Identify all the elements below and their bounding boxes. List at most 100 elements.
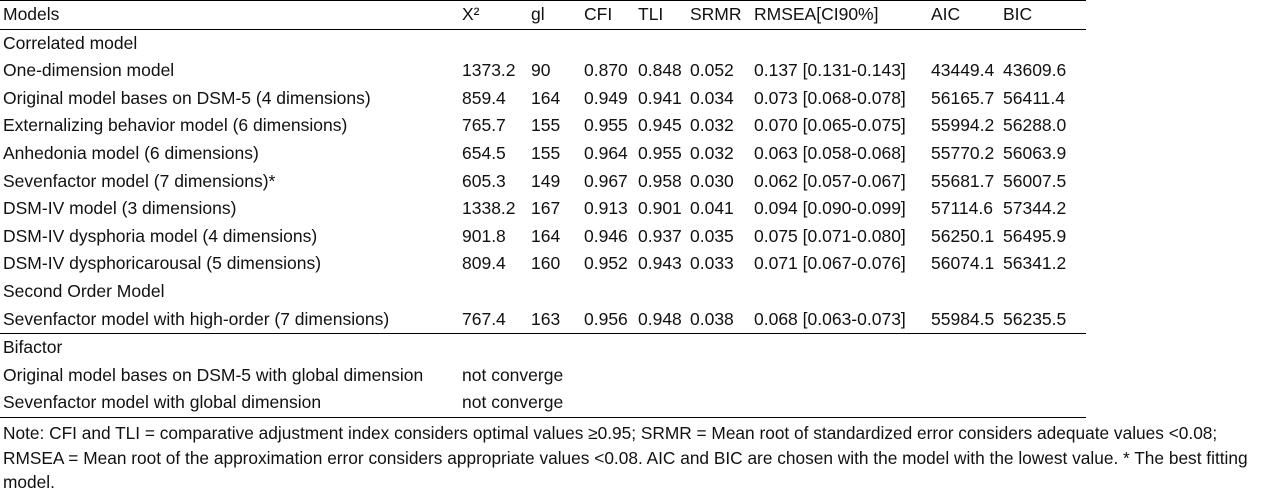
cell-aic: 55994.2 bbox=[931, 115, 995, 136]
table-row: Sevenfactor model with high-order (7 dim… bbox=[0, 306, 1086, 334]
cell-rmsea: 0.063 [0.058-0.068] bbox=[754, 142, 906, 163]
table-row: Anhedonia model (6 dimensions) 654.5 155 0.… bbox=[0, 140, 1086, 168]
cell-x2: 859.4 bbox=[462, 87, 506, 108]
cell-tli: 0.945 bbox=[638, 115, 682, 136]
cell-model: DSM-IV model (3 dimensions) bbox=[3, 198, 237, 219]
cell-srmr: 0.033 bbox=[690, 253, 734, 274]
cell-gl: 164 bbox=[531, 87, 561, 108]
cell-model: Original model bases on DSM-5 (4 dimensi… bbox=[3, 87, 371, 108]
table-row: DSM-IV model (3 dimensions) 1338.2 167 0.91… bbox=[0, 195, 1086, 223]
cell-cfi bbox=[581, 389, 635, 418]
cell-bic: 56063.9 bbox=[1003, 142, 1067, 163]
cell-cfi: 0.956 bbox=[584, 308, 628, 329]
cell-rmsea: 0.070 [0.065-0.075] bbox=[754, 115, 906, 136]
cell-x2: 901.8 bbox=[462, 225, 506, 246]
cell-x2: 605.3 bbox=[462, 170, 506, 191]
cell-cfi: 0.964 bbox=[584, 142, 628, 163]
column-header-gl: gl bbox=[528, 0, 581, 30]
cell-rmsea: 0.062 [0.057-0.067] bbox=[754, 170, 906, 191]
cell-aic: 55984.5 bbox=[931, 308, 995, 329]
table-row: Sevenfactor model with global dimension n… bbox=[0, 389, 1086, 418]
cell-srmr: 0.030 bbox=[690, 170, 734, 191]
cell-x2: 809.4 bbox=[462, 253, 506, 274]
cell-tli: 0.955 bbox=[638, 142, 682, 163]
cell-gl: 90 bbox=[531, 60, 551, 81]
cell-rmsea: 0.071 [0.067-0.076] bbox=[754, 253, 906, 274]
table-row: DSM-IV dysphoricarousal (5 dimensions) 80… bbox=[0, 250, 1086, 278]
table-row: Original model bases on DSM-5 with globa… bbox=[0, 362, 1086, 390]
group-label: Bifactor bbox=[0, 333, 1086, 362]
column-header-x2: X² bbox=[459, 0, 528, 30]
cell-aic: 43449.4 bbox=[931, 60, 995, 81]
cell-bic: 43609.6 bbox=[1003, 60, 1067, 81]
cell-x2: not converge bbox=[459, 389, 563, 418]
cell-model: Anhedonia model (6 dimensions) bbox=[3, 142, 259, 163]
cell-rmsea: 0.075 [0.071-0.080] bbox=[754, 225, 906, 246]
cell-tli: 0.901 bbox=[638, 198, 682, 219]
cell-aic: 56250.1 bbox=[931, 225, 995, 246]
cell-tli bbox=[635, 362, 687, 390]
cell-aic bbox=[928, 362, 1000, 390]
table-row: Original model bases on DSM-5 (4 dimensi… bbox=[0, 85, 1086, 113]
cell-rmsea bbox=[751, 362, 928, 390]
cell-tli: 0.941 bbox=[638, 87, 682, 108]
cell-rmsea: 0.094 [0.090-0.099] bbox=[754, 198, 906, 219]
cell-gl: 167 bbox=[531, 198, 561, 219]
cell-srmr: 0.034 bbox=[690, 87, 734, 108]
table-header-row: Models X² gl CFI TLI SRMR RMSEA[CI90%] A… bbox=[0, 0, 1086, 30]
cell-tli: 0.848 bbox=[638, 60, 682, 81]
cell-bic: 56411.4 bbox=[1003, 87, 1065, 108]
cell-gl: 155 bbox=[531, 115, 561, 136]
cell-cfi bbox=[581, 362, 635, 390]
cell-bic: 57344.2 bbox=[1003, 198, 1067, 219]
cell-x2: 1338.2 bbox=[462, 198, 516, 219]
cell-aic: 56074.1 bbox=[931, 253, 995, 274]
cell-bic: 56495.9 bbox=[1003, 225, 1067, 246]
cell-tli: 0.958 bbox=[638, 170, 682, 191]
table-footnote: Note: CFI and TLI = comparative adjustme… bbox=[3, 423, 1248, 493]
group-header-row: Correlated model bbox=[0, 29, 1086, 57]
table-row: DSM-IV dysphoria model (4 dimensions) 901… bbox=[0, 223, 1086, 251]
cell-aic: 55681.7 bbox=[931, 170, 995, 191]
cell-rmsea: 0.068 [0.063-0.073] bbox=[754, 308, 906, 329]
cell-gl: 164 bbox=[531, 225, 561, 246]
cell-cfi: 0.952 bbox=[584, 253, 628, 274]
cell-cfi: 0.949 bbox=[584, 87, 628, 108]
column-header-bic: BIC bbox=[1000, 0, 1086, 30]
cell-gl bbox=[528, 389, 581, 418]
cell-gl: 155 bbox=[531, 142, 561, 163]
cell-x2: 767.4 bbox=[462, 308, 506, 329]
column-header-cfi: CFI bbox=[581, 0, 635, 30]
table-row: Externalizing behavior model (6 dimensio… bbox=[0, 112, 1086, 140]
cell-aic: 57114.6 bbox=[931, 198, 993, 219]
table-row: One-dimension model 1373.2 90 0.870 0.848 0.0… bbox=[0, 57, 1086, 85]
cell-x2: 654.5 bbox=[462, 142, 506, 163]
cell-bic: 56235.5 bbox=[1003, 308, 1067, 329]
group-header-row: Bifactor bbox=[0, 333, 1086, 362]
cell-tli: 0.943 bbox=[638, 253, 682, 274]
group-header-row: Second Order Model bbox=[0, 278, 1086, 306]
cell-cfi: 0.870 bbox=[584, 60, 628, 81]
cell-tli: 0.937 bbox=[638, 225, 682, 246]
cell-cfi: 0.967 bbox=[584, 170, 628, 191]
cell-bic bbox=[1000, 389, 1086, 418]
column-header-aic: AIC bbox=[928, 0, 1000, 30]
cell-srmr: 0.032 bbox=[690, 142, 734, 163]
cell-bic: 56007.5 bbox=[1003, 170, 1067, 191]
cell-gl: 149 bbox=[531, 170, 561, 191]
cell-cfi: 0.946 bbox=[584, 225, 628, 246]
cell-bic bbox=[1000, 362, 1086, 390]
cell-srmr: 0.038 bbox=[690, 308, 734, 329]
table-body: Correlated model One-dimension model 1373.… bbox=[0, 29, 1086, 418]
cell-model: Sevenfactor model with high-order (7 dim… bbox=[3, 308, 390, 329]
cell-srmr bbox=[687, 362, 751, 390]
model-fit-table: Models X² gl CFI TLI SRMR RMSEA[CI90%] A… bbox=[0, 0, 1086, 418]
cell-aic: 55770.2 bbox=[931, 142, 995, 163]
cell-srmr: 0.052 bbox=[690, 60, 734, 81]
cell-bic: 56288.0 bbox=[1003, 115, 1067, 136]
table-row: Sevenfactor model (7 dimensions)* 605.3 14… bbox=[0, 168, 1086, 196]
model-fit-table-container: Models X² gl CFI TLI SRMR RMSEA[CI90%] A… bbox=[0, 0, 1086, 418]
column-header-models: Models bbox=[0, 0, 459, 30]
cell-bic: 56341.2 bbox=[1003, 253, 1067, 274]
column-header-srmr: SRMR bbox=[687, 0, 751, 30]
